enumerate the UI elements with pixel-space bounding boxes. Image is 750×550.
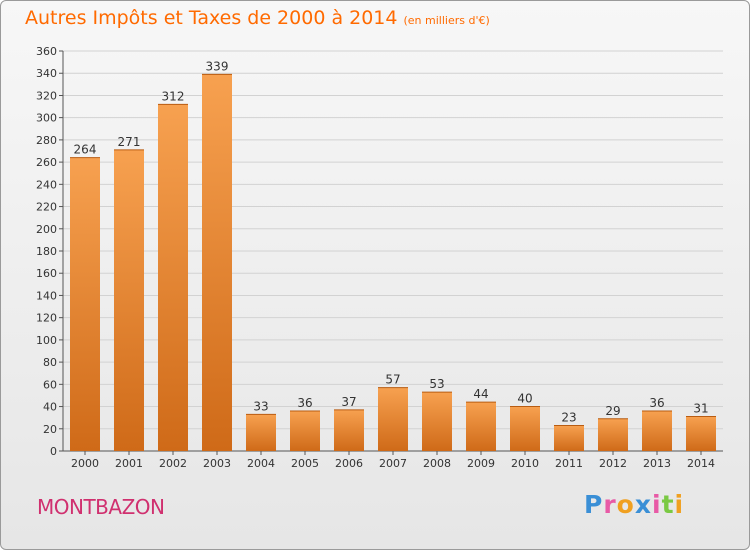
bar (642, 411, 672, 451)
bar (202, 74, 232, 451)
x-tick-label: 2004 (247, 457, 275, 470)
logo-letter: i (674, 490, 685, 519)
y-tick-label: 0 (50, 445, 57, 458)
logo-letter: o (616, 490, 635, 519)
x-tick-label: 2002 (159, 457, 187, 470)
y-tick-label: 220 (36, 201, 57, 214)
y-tick-label: 300 (36, 112, 57, 125)
logo-letter: x (634, 490, 652, 519)
data-label: 31 (693, 402, 708, 416)
data-label: 36 (297, 396, 312, 410)
y-tick-label: 20 (43, 423, 57, 436)
data-label: 40 (517, 392, 532, 406)
y-tick-label: 320 (36, 89, 57, 102)
location-label: MONTBAZON (37, 495, 165, 519)
proxiti-logo[interactable]: Proxiti (584, 490, 684, 519)
y-tick-label: 360 (36, 45, 57, 58)
bar (158, 104, 188, 451)
data-label: 339 (206, 59, 229, 73)
bar (510, 406, 540, 451)
data-label: 57 (385, 373, 400, 387)
data-labels: 264 271 312 339 33 36 37 57 53 44 40 23 29 36 31 (74, 59, 709, 424)
chart-subtitle: (en milliers d'€) (403, 14, 490, 27)
x-tick-label: 2013 (643, 457, 671, 470)
y-tick-label: 240 (36, 178, 57, 191)
data-label: 312 (162, 89, 185, 103)
data-label: 29 (605, 404, 620, 418)
logo-letter: i (652, 490, 662, 519)
data-label: 264 (74, 143, 97, 157)
x-tick-label: 2006 (335, 457, 363, 470)
x-tick-label: 2012 (599, 457, 627, 470)
x-tick-label: 2014 (687, 457, 715, 470)
chart-title: Autres Impôts et Taxes de 2000 à 2014 (en… (25, 7, 490, 29)
x-tick-label: 2009 (467, 457, 495, 470)
axes: 0 20 40 60 80 100 120 140 160 180 200 220 240 260 280 3… (36, 45, 723, 470)
data-label: 44 (473, 387, 488, 401)
x-tick-label: 2011 (555, 457, 583, 470)
y-tick-label: 120 (36, 312, 57, 325)
y-tick-label: 140 (36, 289, 57, 302)
x-tick-label: 2005 (291, 457, 319, 470)
y-tick-label: 40 (43, 401, 57, 414)
x-tick-label: 2007 (379, 457, 407, 470)
y-tick-label: 200 (36, 223, 57, 236)
bar (554, 425, 584, 451)
x-tick-label: 2001 (115, 457, 143, 470)
x-tick-label: 2010 (511, 457, 539, 470)
y-tick-label: 60 (43, 378, 57, 391)
bar (598, 418, 628, 451)
y-tick-label: 80 (43, 356, 57, 369)
y-tick-label: 340 (36, 67, 57, 80)
bar (686, 416, 716, 451)
bar (70, 157, 100, 451)
x-tick-label: 2003 (203, 457, 231, 470)
bar (290, 411, 320, 451)
data-label: 36 (649, 396, 664, 410)
y-tick-label: 160 (36, 267, 57, 280)
data-label: 53 (429, 377, 444, 391)
bar (422, 392, 452, 451)
bar (334, 409, 364, 451)
chart-title-main: Autres Impôts et Taxes de 2000 à 2014 (25, 7, 398, 29)
data-label: 33 (253, 399, 268, 413)
bar (246, 414, 276, 451)
bar (114, 149, 144, 451)
y-tick-label: 260 (36, 156, 57, 169)
x-tick-label: 2000 (71, 457, 99, 470)
y-tick-label: 280 (36, 134, 57, 147)
logo-letter: P (584, 490, 604, 519)
bar (466, 402, 496, 451)
x-tick-label: 2008 (423, 457, 451, 470)
data-label: 271 (118, 135, 141, 149)
logo-letter: t (661, 490, 675, 519)
data-label: 23 (561, 410, 576, 424)
logo-letter: r (603, 490, 617, 519)
y-tick-label: 100 (36, 334, 57, 347)
data-label: 37 (341, 395, 356, 409)
y-tick-label: 180 (36, 245, 57, 258)
bars (70, 73, 716, 451)
bar (378, 387, 408, 451)
